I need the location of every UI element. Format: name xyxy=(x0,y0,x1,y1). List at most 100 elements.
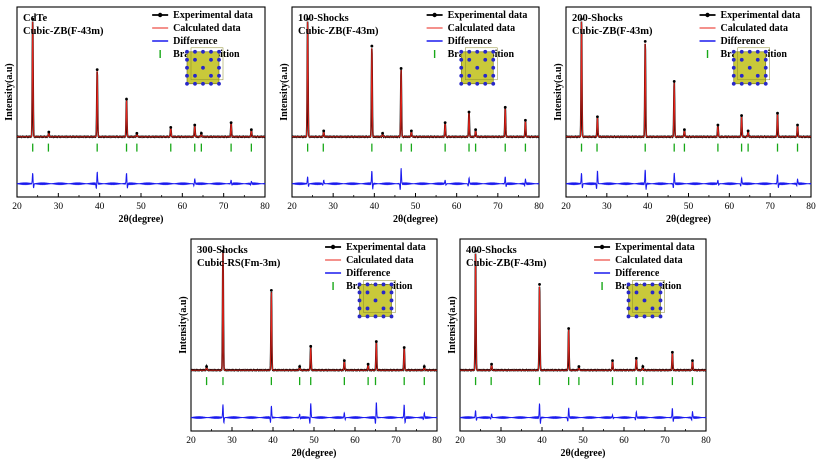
atom xyxy=(739,73,744,78)
atom xyxy=(459,73,464,78)
atom xyxy=(185,73,189,78)
atom xyxy=(658,314,663,319)
x-axis-label: 2θ(degree) xyxy=(393,214,438,225)
atom xyxy=(475,65,480,70)
legend-label: Difference xyxy=(615,268,660,279)
experimental-peak-marker xyxy=(306,17,310,21)
experimental-peak-marker xyxy=(402,346,406,349)
atom xyxy=(755,57,760,62)
xrd-panel-400-shocks: 20 30 40 50 60 70 80 2θ(degree) Intensity(a.u) 40… xyxy=(447,238,711,459)
crystal-back-face xyxy=(737,47,770,81)
atom xyxy=(185,65,189,70)
atom xyxy=(467,73,472,78)
experimental-peak-marker xyxy=(399,67,403,70)
legend-label: Calculated data xyxy=(173,23,241,34)
y-axis-label: Intensity(a.u) xyxy=(178,296,189,354)
x-tick-label: 70 xyxy=(219,202,229,212)
experimental-peak-marker xyxy=(474,249,477,253)
atom xyxy=(373,314,378,319)
atom xyxy=(739,49,744,54)
atom xyxy=(755,73,760,78)
atom xyxy=(365,314,370,319)
experimental-peak-marker xyxy=(342,359,346,363)
crystal-back-face xyxy=(363,280,396,313)
experimental-peak-marker xyxy=(370,44,374,48)
x-tick-label: 30 xyxy=(54,202,64,212)
atom xyxy=(459,49,464,54)
y-axis-label: Intensity(a.u) xyxy=(4,63,15,121)
experimental-data-line xyxy=(459,253,707,372)
atom xyxy=(185,57,189,62)
difference-line xyxy=(190,402,438,425)
experimental-peak-marker xyxy=(193,123,197,127)
x-tick-label: 40 xyxy=(268,436,278,446)
x-tick-label: 70 xyxy=(660,436,670,446)
atom xyxy=(185,49,189,54)
x-tick-label: 70 xyxy=(765,202,775,212)
atom xyxy=(467,49,472,54)
atom xyxy=(357,314,362,319)
experimental-data-line xyxy=(16,21,266,139)
atom xyxy=(650,314,655,319)
experimental-peak-marker xyxy=(31,17,35,21)
legend-marker-experimental xyxy=(157,12,163,18)
atom xyxy=(217,81,221,86)
calculated-data-line xyxy=(17,21,265,138)
experimental-peak-marker xyxy=(776,111,779,115)
experimental-peak-marker xyxy=(611,359,614,363)
atom xyxy=(381,314,386,319)
atom xyxy=(193,73,197,78)
atom xyxy=(491,49,496,54)
sample-title: 300-Shocks xyxy=(197,245,248,256)
atom xyxy=(731,49,736,54)
x-tick-label: 20 xyxy=(287,202,297,212)
crystal-structure-icon xyxy=(626,280,665,319)
phase-title: Cubic-ZB(F-43m) xyxy=(298,26,379,37)
x-tick-label: 50 xyxy=(578,436,588,446)
legend-label: Calculated data xyxy=(721,23,789,34)
legend-label: Experimental data xyxy=(615,242,695,253)
atom xyxy=(634,282,639,287)
phase-title: Cubic-ZB(F-43m) xyxy=(466,258,547,269)
atom xyxy=(373,298,378,303)
experimental-peak-marker xyxy=(643,39,647,43)
atom xyxy=(491,73,496,78)
legend-label: Experimental data xyxy=(346,242,426,253)
x-tick-label: 80 xyxy=(260,202,270,212)
atom xyxy=(209,57,213,62)
calculated-data-line xyxy=(460,253,706,371)
phase-title: Cubic-RS(Fm-3m) xyxy=(197,258,281,269)
atom xyxy=(365,282,370,287)
x-tick-label: 20 xyxy=(561,202,571,212)
atom xyxy=(209,73,213,78)
experimental-peak-marker xyxy=(443,121,447,125)
experimental-data-line xyxy=(291,21,540,139)
experimental-peak-marker xyxy=(683,128,686,132)
atom xyxy=(731,65,736,70)
experimental-peak-marker xyxy=(596,115,599,119)
x-tick-label: 60 xyxy=(619,436,629,446)
atom xyxy=(217,49,221,54)
atom xyxy=(747,49,752,54)
x-tick-label: 60 xyxy=(178,202,188,212)
experimental-peak-marker xyxy=(322,129,326,133)
atom xyxy=(389,290,394,295)
difference-line xyxy=(459,403,707,424)
x-axis-label: 2θ(degree) xyxy=(560,448,605,459)
x-tick-label: 40 xyxy=(370,202,380,212)
atom xyxy=(491,65,496,70)
x-tick-label: 50 xyxy=(136,202,146,212)
legend-label: Experimental data xyxy=(721,10,801,21)
atom xyxy=(365,306,370,311)
x-tick-label: 80 xyxy=(534,202,544,212)
atom xyxy=(483,73,488,78)
experimental-peak-marker xyxy=(374,340,378,343)
x-tick-label: 80 xyxy=(701,436,711,446)
sample-title: CdTe xyxy=(23,13,47,24)
experimental-peak-marker xyxy=(205,365,208,368)
atom xyxy=(658,282,663,287)
legend-label: Calculated data xyxy=(346,255,414,266)
atom xyxy=(365,290,370,295)
experimental-peak-marker xyxy=(691,359,694,363)
atom xyxy=(763,57,768,62)
